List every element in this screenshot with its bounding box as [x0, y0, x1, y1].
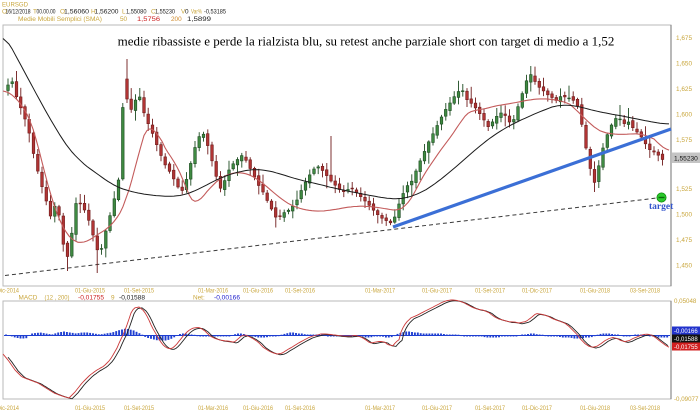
- svg-text:MACD: MACD: [19, 295, 38, 302]
- svg-text:9: 9: [111, 295, 115, 302]
- svg-text:01-Dic-2017: 01-Dic-2017: [522, 288, 552, 295]
- svg-text:1,475: 1,475: [676, 237, 692, 244]
- svg-text:T: T: [33, 9, 37, 16]
- svg-text:01-Set-2017: 01-Set-2017: [475, 405, 505, 412]
- svg-text:Net:: Net:: [193, 295, 205, 302]
- svg-text:1,56200: 1,56200: [95, 9, 119, 16]
- svg-text:1,55080: 1,55080: [126, 9, 147, 16]
- svg-text:01-Giu-2015: 01-Giu-2015: [75, 405, 105, 412]
- svg-text:01-Giu-2018: 01-Giu-2018: [580, 405, 610, 412]
- svg-text:1,650: 1,650: [676, 61, 692, 68]
- svg-text:1,575: 1,575: [676, 137, 692, 144]
- svg-text:01-Giu-2016: 01-Giu-2016: [243, 405, 273, 412]
- svg-text:01-Set-2016: 01-Set-2016: [285, 288, 315, 295]
- svg-text:1,525: 1,525: [676, 186, 692, 193]
- svg-text:O: O: [2, 9, 7, 16]
- svg-text:medie ribassiste e perde la ri: medie ribassiste e perde la rialzista bl…: [118, 34, 615, 49]
- svg-text:-0,53185: -0,53185: [204, 9, 226, 16]
- svg-text:01-Giu-2017: 01-Giu-2017: [422, 405, 452, 412]
- svg-text:01-Giu-2018: 01-Giu-2018: [580, 288, 610, 295]
- svg-text:1,500: 1,500: [676, 212, 692, 219]
- svg-text:1,56060: 1,56060: [64, 9, 89, 16]
- svg-text:-0,09077: -0,09077: [674, 396, 699, 403]
- svg-text:L: L: [122, 9, 126, 16]
- svg-text:01-Giu-2015: 01-Giu-2015: [75, 288, 105, 295]
- svg-text:01-Giu-2017: 01-Giu-2017: [422, 288, 452, 295]
- svg-text:C: C: [151, 9, 156, 16]
- svg-text:target: target: [649, 202, 674, 212]
- svg-text:01-Set-2015: 01-Set-2015: [124, 288, 154, 295]
- svg-text:16/12/2018: 16/12/2018: [6, 9, 31, 16]
- svg-text:01-Mar-2017: 01-Mar-2017: [365, 405, 395, 412]
- svg-text:01-Mar-2016: 01-Mar-2016: [198, 288, 228, 295]
- svg-text:01-Dic-2014: 01-Dic-2014: [0, 405, 19, 412]
- svg-text:01-Set-2015: 01-Set-2015: [124, 405, 154, 412]
- svg-text:50: 50: [120, 16, 128, 23]
- svg-text:03-Set-2018: 03-Set-2018: [630, 405, 660, 412]
- svg-text:200: 200: [171, 16, 182, 23]
- svg-text:(12 , 200): (12 , 200): [45, 295, 70, 302]
- svg-text:-0,01588: -0,01588: [674, 337, 698, 343]
- svg-text:1,55230: 1,55230: [674, 156, 698, 163]
- svg-text:-0,01755: -0,01755: [78, 295, 104, 302]
- svg-text:-0,00166: -0,00166: [214, 295, 240, 302]
- svg-text:1,625: 1,625: [676, 86, 692, 93]
- svg-text:01-Dic-2014: 01-Dic-2014: [0, 288, 19, 295]
- svg-text:V: V: [181, 9, 186, 16]
- svg-text:Medie Mobili Semplici (SMA): Medie Mobili Semplici (SMA): [18, 16, 102, 23]
- svg-text:0,05048: 0,05048: [674, 298, 697, 305]
- svg-text:00.00.00: 00.00.00: [37, 9, 56, 16]
- svg-text:-0,00166: -0,00166: [674, 329, 698, 335]
- svg-text:1,450: 1,450: [676, 263, 692, 270]
- svg-text:1,600: 1,600: [676, 112, 692, 119]
- svg-text:01-Mar-2017: 01-Mar-2017: [365, 288, 395, 295]
- svg-text:1,55230: 1,55230: [155, 9, 175, 16]
- svg-text:03-Set-2018: 03-Set-2018: [630, 288, 660, 295]
- svg-text:1,675: 1,675: [676, 35, 692, 42]
- svg-text:01-Set-2017: 01-Set-2017: [475, 288, 505, 295]
- svg-text:01-Giu-2016: 01-Giu-2016: [243, 288, 273, 295]
- svg-text:01-Mar-2016: 01-Mar-2016: [198, 405, 228, 412]
- svg-text:H: H: [91, 9, 96, 16]
- svg-text:01-Dic-2017: 01-Dic-2017: [522, 405, 552, 412]
- svg-text:Var%: Var%: [191, 9, 202, 16]
- svg-text:0: 0: [185, 9, 189, 16]
- svg-text:1,5899: 1,5899: [187, 16, 212, 23]
- svg-text:01-Set-2016: 01-Set-2016: [285, 405, 315, 412]
- svg-text:-0,01588: -0,01588: [119, 295, 145, 302]
- svg-text:1,5756: 1,5756: [137, 16, 161, 23]
- svg-text:EURSGD: EURSGD: [2, 2, 28, 9]
- svg-text:O: O: [60, 9, 65, 16]
- svg-text:-0,01755: -0,01755: [674, 345, 698, 351]
